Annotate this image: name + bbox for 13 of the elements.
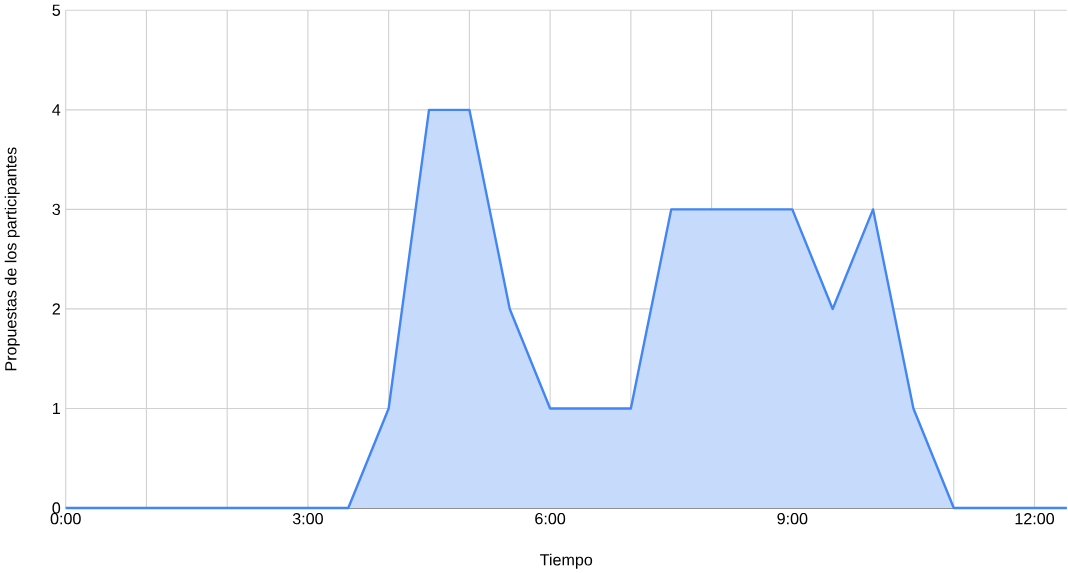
y-tick-label: 1 bbox=[53, 402, 60, 414]
y-axis-title: Propuestas de los participantes bbox=[4, 147, 20, 371]
x-tick-label: 9:00 bbox=[777, 512, 808, 525]
x-tick-label: 6:00 bbox=[535, 512, 566, 525]
y-tick-label: 5 bbox=[52, 4, 61, 16]
x-tick-label: 0:00 bbox=[50, 512, 81, 525]
y-tick-label: 3 bbox=[52, 203, 61, 215]
x-tick-label: 3:00 bbox=[292, 512, 323, 525]
x-tick-label: 12:00 bbox=[1015, 512, 1055, 525]
y-tick-label: 4 bbox=[52, 104, 61, 116]
y-tick-label: 0 bbox=[52, 502, 61, 514]
y-tick-label: 2 bbox=[52, 303, 60, 315]
x-axis-title: Tiempo bbox=[540, 553, 593, 569]
